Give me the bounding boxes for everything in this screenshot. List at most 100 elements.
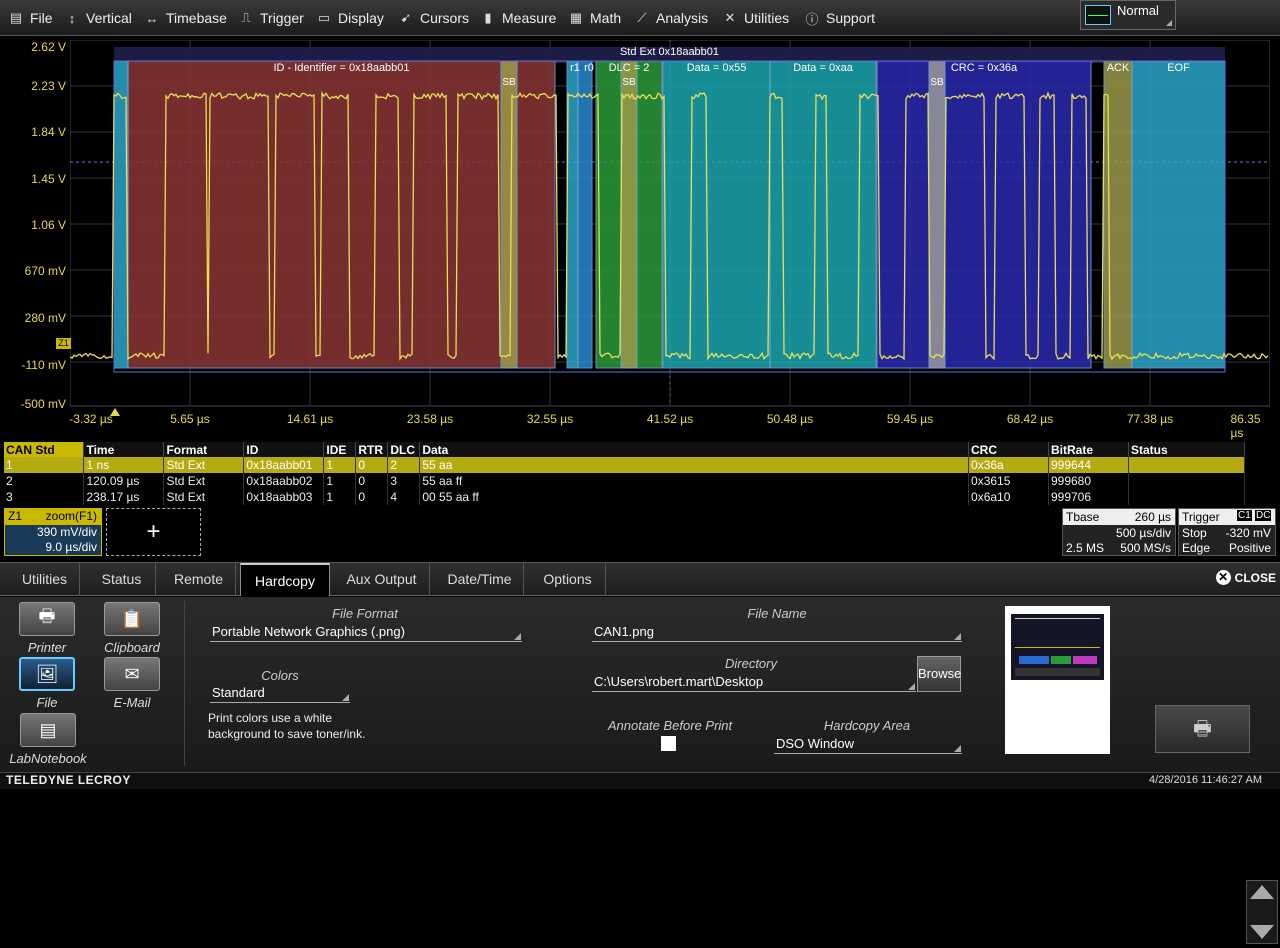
table-cell: 2 bbox=[388, 457, 420, 473]
trace-marker[interactable]: Z1 bbox=[56, 338, 71, 349]
column-header[interactable]: IDE bbox=[324, 442, 356, 457]
x-label: 23.58 µs bbox=[407, 412, 453, 426]
colors-label: Colors bbox=[210, 668, 350, 683]
menu-math[interactable]: ▦ Math bbox=[568, 0, 621, 36]
tab-remote[interactable]: Remote bbox=[162, 563, 236, 596]
table-row[interactable]: 11 ns Std Ext 0x18aabb01 1 0 2 55 aa 0x36a 99964… bbox=[4, 457, 1245, 473]
decode-segment bbox=[567, 61, 578, 368]
dropdown-icon bbox=[342, 694, 349, 701]
column-header[interactable]: ID bbox=[244, 442, 324, 457]
labnotebook-button[interactable]: ▤ LabNotebook bbox=[6, 713, 90, 766]
colors-description: Print colors use a white background to s… bbox=[208, 710, 368, 742]
zoom-descriptor[interactable]: Z1 zoom(F1) 390 mV/div 9.0 µs/div bbox=[4, 508, 102, 556]
table-cell: 1 bbox=[324, 473, 356, 489]
decode-segment bbox=[621, 61, 637, 368]
x-label: 41.52 µs bbox=[647, 412, 693, 426]
timebase-rate: 500 MS/s bbox=[1120, 541, 1171, 555]
x-label: 77.38 µs bbox=[1127, 412, 1173, 426]
column-header[interactable]: CAN Std bbox=[4, 442, 84, 457]
timebase-descriptor[interactable]: Tbase 260 µs 500 µs/div 2.5 MS 500 MS/s bbox=[1062, 508, 1176, 556]
browse-button[interactable]: Browse bbox=[917, 656, 961, 692]
trigger-type: Edge bbox=[1182, 541, 1210, 555]
menu-vertical[interactable]: ↕ Vertical bbox=[64, 0, 132, 36]
menu-analysis[interactable]: ⟋ Analysis bbox=[634, 0, 708, 36]
clipboard-icon: 📋 bbox=[104, 602, 160, 636]
table-scrollbar[interactable] bbox=[1246, 880, 1278, 944]
column-header[interactable]: Time bbox=[84, 442, 164, 457]
table-cell: 238.17 µs bbox=[84, 489, 164, 505]
table-cell: 0x36a bbox=[969, 457, 1049, 473]
tab-hardcopy[interactable]: Hardcopy bbox=[240, 563, 330, 596]
email-icon: ✉ bbox=[104, 657, 160, 691]
decode-segment bbox=[501, 61, 517, 368]
menu-display[interactable]: ▭ Display bbox=[316, 0, 384, 36]
menu-timebase[interactable]: ↔ Timebase bbox=[144, 0, 227, 36]
file-name-input[interactable]: CAN1.png bbox=[592, 624, 962, 642]
menu-support[interactable]: ⓘ Support bbox=[804, 0, 875, 36]
table-row[interactable]: 3 238.17 µs Std Ext 0x18aabb03 1 0 4 00 55 aa f… bbox=[4, 489, 1245, 505]
segment-label-eof: EOF bbox=[1132, 62, 1225, 74]
table-cell: 1 bbox=[324, 489, 356, 505]
menu-utilities[interactable]: ✕ Utilities bbox=[722, 0, 789, 36]
table-cell: 1 bbox=[4, 457, 84, 473]
menu-trigger[interactable]: ⎍ Trigger bbox=[238, 0, 304, 36]
table-cell: Std Ext bbox=[164, 473, 244, 489]
column-header[interactable]: RTR bbox=[356, 442, 388, 457]
table-cell: Std Ext bbox=[164, 489, 244, 505]
directory-input[interactable]: C:\Users\robert.mart\Desktop bbox=[592, 674, 916, 692]
menu-measure[interactable]: ▮ Measure bbox=[480, 0, 556, 36]
file-format-select[interactable]: Portable Network Graphics (.png) bbox=[210, 624, 522, 642]
table-cell: 3 bbox=[388, 473, 420, 489]
table-cell: 3 bbox=[4, 489, 84, 505]
table-cell bbox=[1128, 473, 1244, 489]
decode-segment bbox=[578, 61, 592, 368]
trigger-icon: ⎍ bbox=[238, 10, 254, 26]
dropdown-corner-icon bbox=[1166, 20, 1172, 26]
x-label: 32.55 µs bbox=[527, 412, 573, 426]
segment-label-id: ID - Identifier = 0x18aabb01 bbox=[128, 62, 555, 74]
status-bar bbox=[0, 772, 1280, 789]
clipboard-button[interactable]: 📋 Clipboard bbox=[104, 602, 160, 655]
x-label: 14.61 µs bbox=[287, 412, 333, 426]
file-image-icon: 🖼 bbox=[19, 657, 75, 691]
tab-status[interactable]: Status bbox=[88, 563, 156, 596]
date-time: 4/28/2016 11:46:27 AM bbox=[1149, 774, 1262, 786]
column-header[interactable]: DLC bbox=[388, 442, 420, 457]
file-button[interactable]: 🖼 File bbox=[19, 657, 75, 710]
colors-select[interactable]: Standard bbox=[210, 685, 350, 703]
table-cell: 120.09 µs bbox=[84, 473, 164, 489]
display-icon: ▭ bbox=[316, 10, 332, 26]
table-cell: 0x6a10 bbox=[969, 489, 1049, 505]
printer-button[interactable]: 🖶 Printer bbox=[19, 602, 75, 655]
column-header[interactable]: Format bbox=[164, 442, 244, 457]
y-label: 1.84 V bbox=[0, 125, 66, 139]
email-button[interactable]: ✉ E-Mail bbox=[104, 657, 160, 710]
tab-utilities[interactable]: Utilities bbox=[10, 563, 80, 596]
segment-label-dlc: DLC = 2 bbox=[596, 62, 662, 74]
display-mode-selector[interactable]: Normal bbox=[1080, 0, 1176, 30]
timebase-samples: 2.5 MS bbox=[1066, 541, 1104, 555]
table-cell: 55 aa bbox=[420, 457, 969, 473]
tab-options[interactable]: Options bbox=[530, 563, 606, 596]
tab-aux-output[interactable]: Aux Output bbox=[334, 563, 430, 596]
close-button[interactable]: ✕ CLOSE bbox=[1216, 570, 1276, 585]
menu-file[interactable]: ▤ File bbox=[8, 0, 53, 36]
column-header[interactable]: BitRate bbox=[1048, 442, 1128, 457]
add-trace-button[interactable]: + bbox=[106, 508, 201, 556]
y-label: 670 mV bbox=[0, 264, 66, 278]
column-header[interactable]: Data bbox=[420, 442, 969, 457]
decode-table: CAN Std Time Format ID IDE RTR DLC Data CRC BitRa… bbox=[4, 442, 1245, 505]
table-cell: 55 aa ff bbox=[420, 473, 969, 489]
hardcopy-area-label: Hardcopy Area bbox=[772, 718, 962, 733]
print-button[interactable]: 🖶 bbox=[1155, 705, 1250, 753]
column-header[interactable]: Status bbox=[1128, 442, 1244, 457]
math-icon: ▦ bbox=[568, 10, 584, 26]
column-header[interactable]: CRC bbox=[969, 442, 1049, 457]
table-cell: 999706 bbox=[1048, 489, 1128, 505]
tab-date-time[interactable]: Date/Time bbox=[436, 563, 524, 596]
annotate-checkbox[interactable] bbox=[661, 736, 676, 751]
menu-cursors[interactable]: ➹ Cursors bbox=[398, 0, 469, 36]
hardcopy-area-select[interactable]: DSO Window bbox=[774, 736, 962, 754]
trigger-descriptor[interactable]: Trigger C1 DC Stop -320 mV Edge Positive bbox=[1178, 508, 1276, 556]
table-row[interactable]: 2 120.09 µs Std Ext 0x18aabb02 1 0 3 55 aa ff 0x… bbox=[4, 473, 1245, 489]
